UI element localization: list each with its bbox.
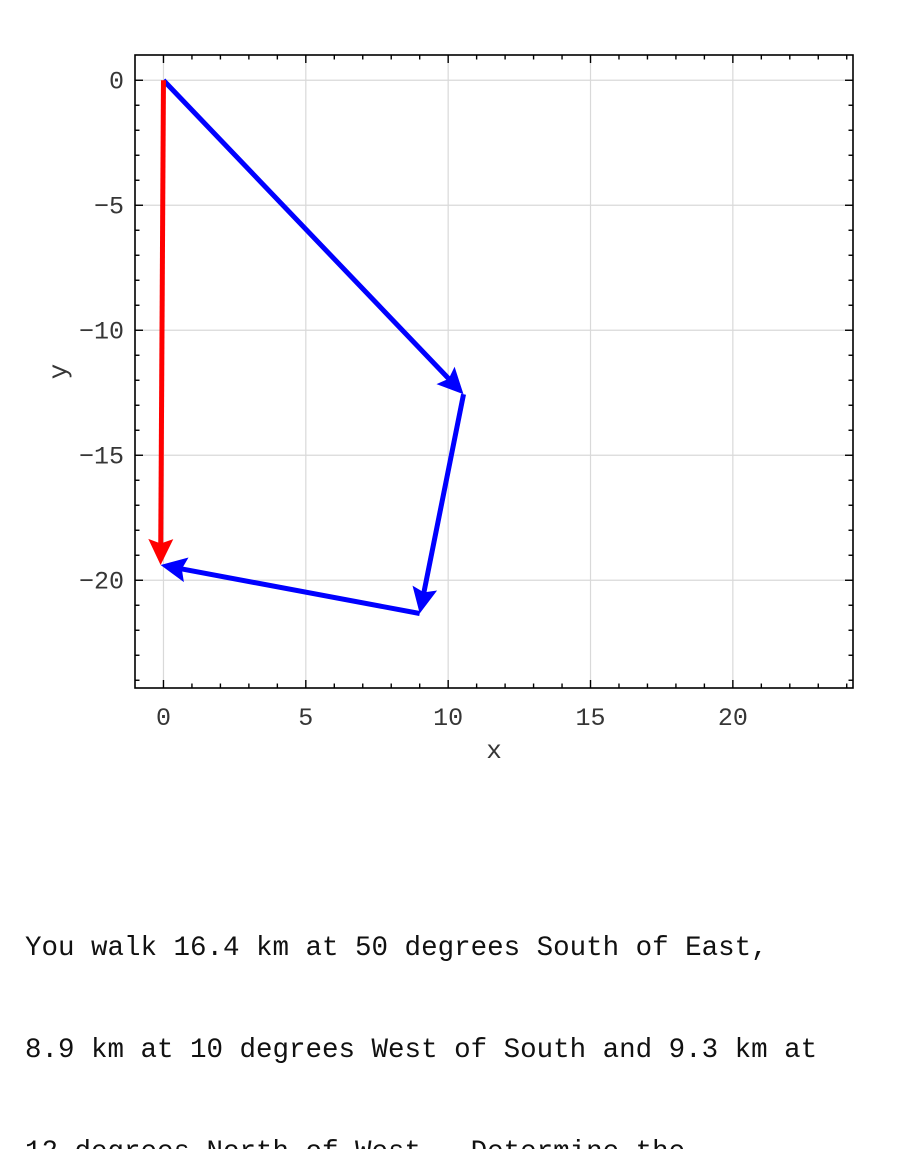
y-tick-label: −20 (79, 567, 124, 596)
vector-shaft-resultant-red (158, 80, 166, 546)
vector-plot-figure: 0 5 10 15 20 0 −5 −10 −15 −20 x y (44, 54, 854, 766)
y-tick-label: −15 (79, 442, 124, 471)
x-axis-label: x (486, 736, 502, 766)
x-tick-label: 5 (298, 704, 313, 733)
y-tick-label: −5 (94, 192, 124, 221)
y-axis-label: y (44, 364, 74, 380)
vector-head-leg3-blue (160, 557, 189, 583)
vector-plot: 0 5 10 15 20 0 −5 −10 −15 −20 x y (44, 54, 854, 766)
axes-frame (134, 54, 854, 689)
y-tick-label: 0 (109, 67, 124, 96)
x-tick-label: 15 (576, 704, 606, 733)
vector-head-resultant-red (148, 538, 174, 565)
vector-head-leg2-blue (412, 585, 438, 614)
problem-line: 12 degrees North of West. Determine the (25, 1136, 817, 1149)
x-tick-label: 10 (433, 704, 463, 733)
problem-line: 8.9 km at 10 degrees West of South and 9… (25, 1035, 818, 1066)
vector-shaft-leg3-blue (179, 566, 421, 616)
vector-head-leg1-blue (436, 366, 464, 395)
vector-shaft-leg2-blue (421, 393, 466, 595)
problem-text: You walk 16.4 km at 50 degrees South of … (25, 864, 817, 1149)
x-tick-label: 20 (718, 704, 748, 733)
problem-line: You walk 16.4 km at 50 degrees South of … (25, 933, 768, 964)
x-tick-label: 0 (156, 704, 171, 733)
vector-shaft-leg1-blue (161, 78, 452, 382)
y-tick-label: −10 (79, 317, 124, 346)
